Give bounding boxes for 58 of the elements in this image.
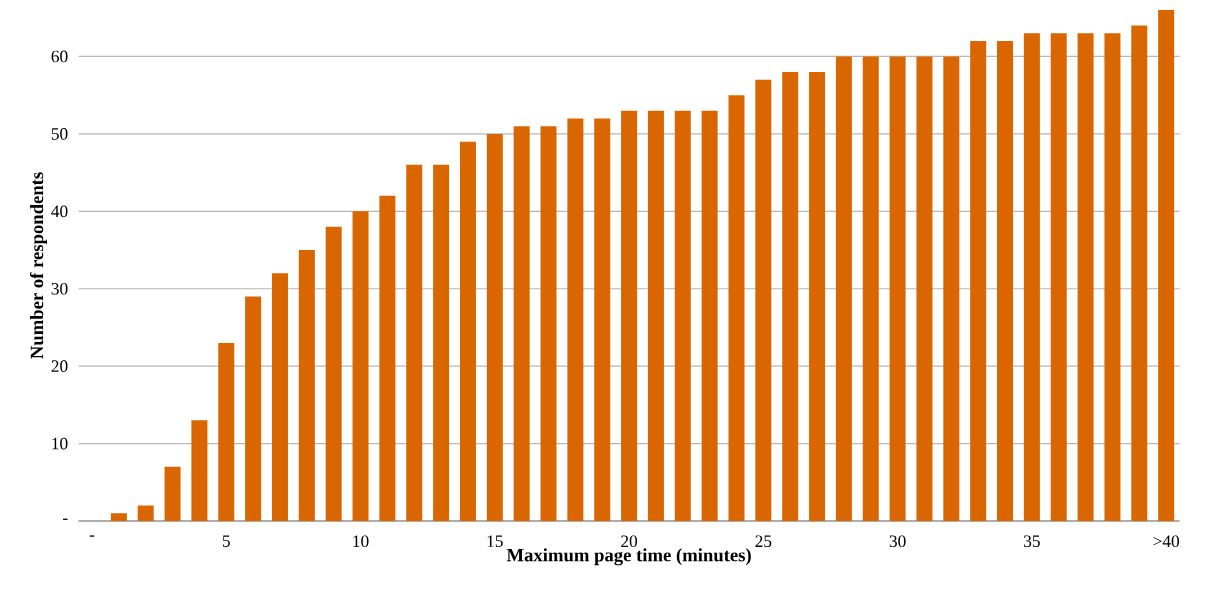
bar bbox=[486, 133, 503, 521]
bar bbox=[1077, 33, 1094, 521]
x-tick-label: 20 bbox=[621, 535, 638, 548]
y-tick-label: 10 bbox=[52, 437, 68, 450]
bar bbox=[379, 195, 396, 521]
bar bbox=[862, 56, 879, 521]
bar bbox=[540, 126, 557, 521]
bar bbox=[674, 110, 691, 521]
bar bbox=[916, 56, 933, 521]
x-tick-label: 25 bbox=[755, 535, 772, 548]
bar bbox=[433, 164, 450, 521]
y-tick-label: - bbox=[63, 518, 68, 520]
x-axis-title: Maximum page time (minutes) bbox=[506, 548, 751, 566]
bar bbox=[809, 71, 826, 521]
bar bbox=[835, 56, 852, 521]
y-tick-label: 20 bbox=[51, 360, 68, 372]
bar bbox=[647, 110, 664, 521]
bar bbox=[728, 95, 745, 521]
bar bbox=[782, 71, 799, 521]
x-tick-label: >40 bbox=[1153, 535, 1180, 548]
bar bbox=[1104, 33, 1121, 521]
y-tick-label: 30 bbox=[51, 282, 68, 295]
y-axis-title: Number of respondents bbox=[29, 172, 48, 359]
bar bbox=[164, 466, 181, 521]
x-tick-label: 10 bbox=[353, 535, 369, 548]
bar bbox=[1158, 10, 1175, 521]
y-tick-label: 40 bbox=[51, 205, 68, 218]
bar bbox=[406, 164, 423, 521]
y-tick-label: 60 bbox=[51, 50, 68, 63]
x-tick-label: 35 bbox=[1024, 535, 1040, 548]
bar bbox=[1023, 33, 1040, 521]
y-tick-label: 50 bbox=[51, 128, 68, 140]
bar bbox=[621, 110, 638, 521]
bar bbox=[513, 126, 530, 521]
bar bbox=[218, 342, 235, 521]
bar bbox=[245, 296, 262, 521]
bar bbox=[970, 40, 987, 521]
bar bbox=[110, 513, 127, 521]
bar bbox=[889, 56, 906, 521]
bar bbox=[755, 79, 772, 521]
bar bbox=[352, 211, 369, 521]
bar bbox=[594, 118, 611, 521]
x-tick-label: - bbox=[89, 535, 95, 537]
bar bbox=[997, 40, 1014, 521]
bar bbox=[567, 118, 584, 521]
bar bbox=[1050, 33, 1067, 521]
bar bbox=[137, 505, 154, 521]
bar bbox=[943, 56, 960, 521]
x-tick-label: 5 bbox=[222, 535, 230, 547]
x-tick-label: 30 bbox=[889, 535, 906, 548]
bar bbox=[459, 141, 476, 521]
bar bbox=[298, 250, 315, 521]
bar bbox=[701, 110, 718, 521]
bar bbox=[1131, 25, 1148, 521]
bar bbox=[191, 420, 208, 521]
x-tick-label: 15 bbox=[487, 535, 503, 548]
bar bbox=[325, 226, 342, 521]
bar bbox=[271, 273, 288, 521]
